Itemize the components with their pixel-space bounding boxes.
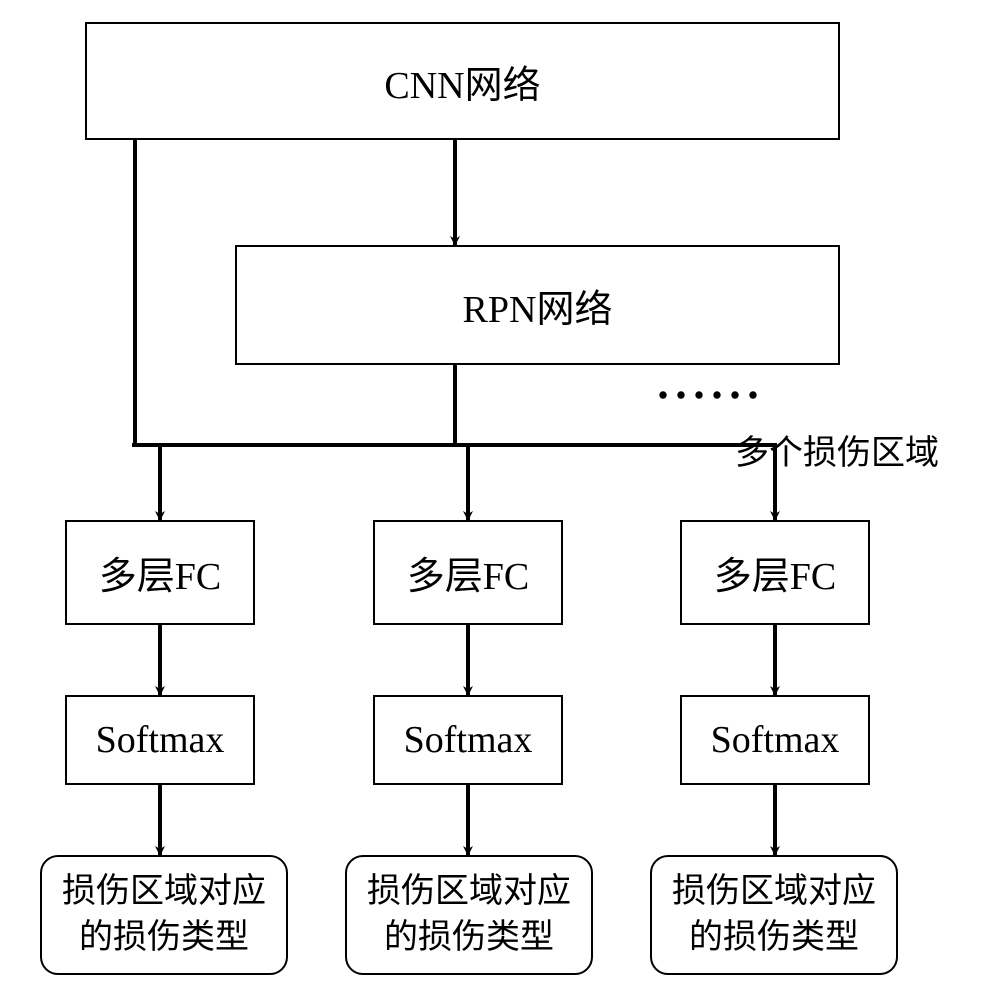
node-out2-label: 损伤区域对应 的损伤类型 (367, 869, 571, 961)
side-label-text: 多个损伤区域 (735, 435, 939, 472)
ellipsis-dot (731, 391, 738, 398)
node-rpn: RPN网络 (235, 245, 840, 365)
node-sm3: Softmax (680, 695, 870, 785)
node-sm2-label: Softmax (404, 718, 533, 762)
ellipsis-dot (695, 391, 702, 398)
node-fc3-label: 多层FC (714, 545, 836, 600)
node-rpn-label: RPN网络 (463, 278, 613, 333)
node-fc2: 多层FC (373, 520, 563, 625)
node-sm1-label: Softmax (96, 718, 225, 762)
node-fc1-label: 多层FC (99, 545, 221, 600)
side-label: 多个损伤区域 (735, 425, 939, 474)
node-sm1: Softmax (65, 695, 255, 785)
node-fc2-label: 多层FC (407, 545, 529, 600)
ellipsis-dot (749, 391, 756, 398)
node-cnn: CNN网络 (85, 22, 840, 140)
ellipsis-dot (713, 391, 720, 398)
node-out1: 损伤区域对应 的损伤类型 (40, 855, 288, 975)
ellipsis-dot (659, 391, 666, 398)
node-out1-label: 损伤区域对应 的损伤类型 (62, 869, 266, 961)
node-out3-label: 损伤区域对应 的损伤类型 (672, 869, 876, 961)
ellipsis-dot (677, 391, 684, 398)
arrows-layer (0, 0, 993, 1000)
diagram-canvas: CNN网络 RPN网络 多层FC 多层FC 多层FC Softmax Softm… (0, 0, 993, 1000)
node-sm2: Softmax (373, 695, 563, 785)
node-out3: 损伤区域对应 的损伤类型 (650, 855, 898, 975)
node-fc1: 多层FC (65, 520, 255, 625)
node-fc3: 多层FC (680, 520, 870, 625)
node-out2: 损伤区域对应 的损伤类型 (345, 855, 593, 975)
node-cnn-label: CNN网络 (384, 54, 540, 109)
node-sm3-label: Softmax (711, 718, 840, 762)
